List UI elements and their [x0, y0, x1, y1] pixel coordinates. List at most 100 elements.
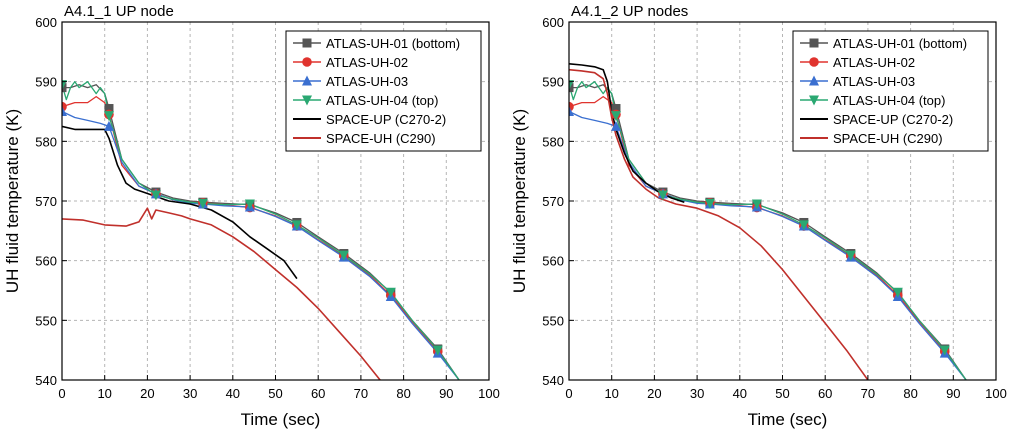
- legend-marker-3: [809, 75, 819, 86]
- series-4-point-66: [845, 250, 856, 261]
- series-4-point-44: [751, 199, 762, 210]
- series-4-point-0: [569, 80, 574, 91]
- chart-title-1: A4.1_1 UP node: [64, 3, 174, 20]
- legend-2: ATLAS-UH-01 (bottom) ATLAS-UH-02 ATLAS-UH-…: [792, 30, 989, 152]
- x-tick-label-90: 90: [946, 386, 960, 401]
- legend-marker-1: [302, 38, 312, 48]
- plot-area-2: [569, 63, 967, 380]
- series-4-point-77: [385, 287, 396, 298]
- series-line-5: [62, 125, 298, 280]
- y-axis-label-2: UH fluid temperature (K): [510, 109, 529, 293]
- series-1-point-0: [569, 83, 574, 93]
- series-1-point-0: [62, 83, 67, 93]
- x-tick-label-10: 10: [604, 386, 618, 401]
- x-tick-label-50: 50: [268, 386, 282, 401]
- x-tick-label-100: 100: [478, 386, 500, 401]
- series-3-point-11: [103, 120, 114, 131]
- legend-label-1: ATLAS-UH-01 (bottom): [833, 36, 967, 51]
- x-tick-label-20: 20: [647, 386, 661, 401]
- legend-label-4: ATLAS-UH-04 (top): [833, 93, 945, 108]
- series-4-point-88: [939, 345, 950, 356]
- series-1-point-11: [611, 104, 621, 114]
- y-tick-label-600: 600: [35, 15, 57, 30]
- legend-label-3: ATLAS-UH-03: [326, 74, 408, 89]
- series-4-point-0: [62, 80, 67, 91]
- series-4-point-33: [704, 198, 715, 209]
- x-tick-label-0: 0: [58, 386, 65, 401]
- y-tick-label-590: 590: [542, 75, 564, 90]
- legend-marker-4: [302, 95, 312, 106]
- legend-label-4: ATLAS-UH-04 (top): [326, 93, 438, 108]
- x-tick-label-80: 80: [396, 386, 410, 401]
- legend-label-2: ATLAS-UH-02: [326, 55, 408, 70]
- x-tick-label-10: 10: [97, 386, 111, 401]
- y-tick-label-540: 540: [35, 373, 57, 388]
- x-tick-label-70: 70: [354, 386, 368, 401]
- series-line-1: [62, 84, 460, 380]
- legend-marker-4: [809, 95, 819, 106]
- y-tick-label-540: 540: [542, 373, 564, 388]
- series-line-6: [62, 207, 381, 380]
- series-1-point-11: [104, 104, 114, 114]
- legend-marker-2: [302, 57, 312, 67]
- legend-marker-2: [809, 57, 819, 67]
- series-3-point-0: [62, 106, 67, 116]
- legend-1: ATLAS-UH-01 (bottom) ATLAS-UH-02 ATLAS-UH-…: [285, 30, 482, 152]
- legend-label-5: SPACE-UP (C270-2): [326, 112, 446, 127]
- x-tick-label-90: 90: [439, 386, 453, 401]
- x-axis-label-1: Time (sec): [241, 410, 321, 429]
- legend-label-6: SPACE-UH (C290): [326, 131, 436, 146]
- legend-label-5: SPACE-UP (C270-2): [833, 112, 953, 127]
- y-tick-label-560: 560: [542, 254, 564, 269]
- series-3-point-11: [610, 120, 621, 131]
- y-tick-label-590: 590: [35, 75, 57, 90]
- series-4-point-55: [798, 220, 809, 231]
- x-tick-label-60: 60: [311, 386, 325, 401]
- x-axis-label-2: Time (sec): [748, 410, 828, 429]
- series-line-1: [569, 84, 967, 380]
- y-tick-label-580: 580: [542, 134, 564, 149]
- series-4-point-88: [432, 345, 443, 356]
- series-4-point-33: [197, 198, 208, 209]
- plot-area-1: [62, 80, 460, 380]
- series-4-point-55: [291, 220, 302, 231]
- legend-box-1: [285, 30, 482, 152]
- x-tick-label-80: 80: [903, 386, 917, 401]
- series-4-point-22: [150, 190, 161, 201]
- series-4-point-22: [657, 190, 668, 201]
- x-tick-label-40: 40: [733, 386, 747, 401]
- series-4-point-66: [338, 250, 349, 261]
- y-tick-label-580: 580: [35, 134, 57, 149]
- x-tick-label-20: 20: [140, 386, 154, 401]
- x-tick-label-100: 100: [985, 386, 1007, 401]
- x-tick-label-30: 30: [183, 386, 197, 401]
- series-4-point-11: [610, 111, 621, 122]
- legend-label-6: SPACE-UH (C290): [833, 131, 943, 146]
- series-4-point-11: [103, 111, 114, 122]
- y-tick-label-570: 570: [35, 194, 57, 209]
- x-tick-label-0: 0: [565, 386, 572, 401]
- legend-marker-3: [302, 75, 312, 86]
- series-4-point-77: [892, 287, 903, 298]
- series-4-point-44: [244, 199, 255, 210]
- legend-box-2: [792, 30, 989, 152]
- legend-marker-1: [809, 38, 819, 48]
- y-tick-label-600: 600: [542, 15, 564, 30]
- chart-panel-2: 0 10 20 30 40 50 60 70 80 90 100 540 550 560 570 580 590…: [510, 3, 1007, 429]
- y-tick-label-550: 550: [35, 313, 57, 328]
- y-tick-label-570: 570: [542, 194, 564, 209]
- y-tick-label-560: 560: [35, 254, 57, 269]
- chart-title-2: A4.1_2 UP nodes: [571, 3, 688, 20]
- series-line-3: [62, 110, 460, 380]
- x-tick-label-50: 50: [775, 386, 789, 401]
- series-line-3: [569, 110, 967, 380]
- x-tick-label-30: 30: [690, 386, 704, 401]
- series-3-point-0: [569, 106, 574, 116]
- x-tick-label-70: 70: [861, 386, 875, 401]
- legend-label-1: ATLAS-UH-01 (bottom): [326, 36, 460, 51]
- chart-panel-1: 0 10 20 30 40 50 60 70 80 90 100 540 550 560 570 580 590…: [3, 3, 500, 429]
- y-axis-label-1: UH fluid temperature (K): [3, 109, 22, 293]
- x-tick-label-60: 60: [818, 386, 832, 401]
